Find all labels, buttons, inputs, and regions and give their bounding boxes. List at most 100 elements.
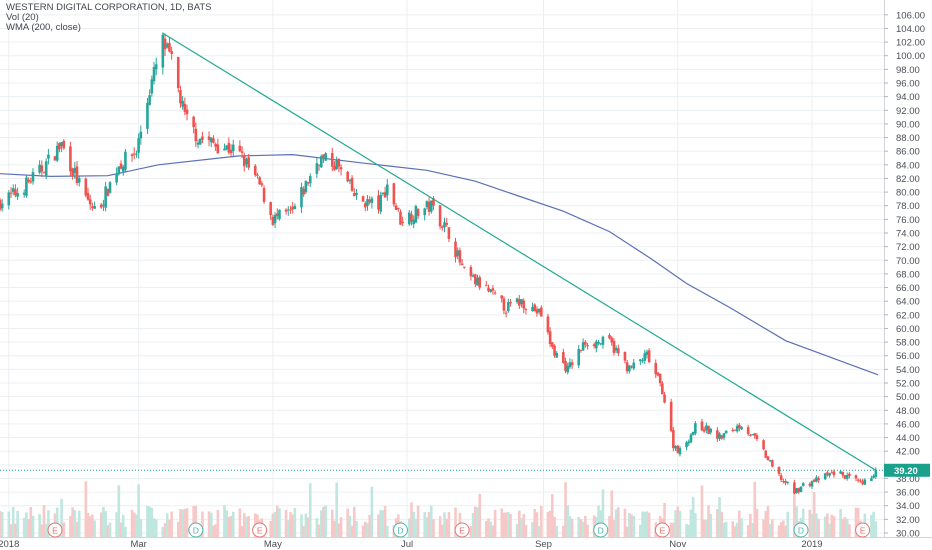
candle-body (429, 200, 433, 212)
volume-bar (212, 525, 215, 537)
volume-bar (25, 512, 28, 537)
volume-bar (42, 505, 46, 537)
dividend-event-marker[interactable] (392, 522, 408, 538)
earnings-event-marker[interactable] (654, 522, 670, 538)
candle-body (630, 366, 633, 368)
candle-body (399, 211, 402, 225)
volume-bar (60, 498, 63, 537)
volume-bar (610, 490, 614, 537)
volume-bar (445, 518, 449, 537)
earnings-event-marker[interactable] (47, 522, 63, 538)
candle-body (119, 163, 123, 169)
candle-body (848, 473, 851, 476)
volume-bar (412, 512, 415, 537)
candle-body (801, 483, 805, 486)
y-tick-label: 56.00 (896, 351, 920, 362)
dividend-event-marker[interactable] (593, 522, 609, 538)
candle-body (106, 188, 110, 196)
candle-body (71, 168, 74, 176)
volume-bar (768, 523, 772, 537)
volume-bar (62, 522, 66, 537)
volume-bar (753, 481, 757, 537)
candle-body (412, 219, 415, 225)
y-tick-label: 76.00 (896, 215, 920, 226)
candle-body (746, 427, 750, 435)
candle-body (700, 421, 704, 431)
dividend-event-marker[interactable] (793, 522, 809, 538)
candle-body (731, 430, 735, 432)
candle-body (231, 144, 235, 151)
candle-body (168, 42, 171, 52)
volume-bar (102, 506, 105, 537)
candle-body (432, 198, 435, 206)
volume-bar (361, 525, 365, 537)
volume-bar (339, 517, 343, 537)
candle-body (786, 481, 790, 483)
volume-bar (99, 512, 103, 537)
y-tick-label: 50.00 (896, 392, 920, 403)
candle-body (0, 203, 4, 209)
candle-body (823, 473, 827, 480)
candle-body (58, 143, 61, 150)
candle-body (493, 292, 497, 294)
volume-bar (872, 511, 875, 537)
y-tick-label: 38.00 (896, 474, 920, 485)
y-tick-label: 62.00 (896, 310, 920, 321)
volume-bar (317, 524, 321, 537)
volume-bar (181, 509, 184, 537)
volume-bar (566, 505, 570, 537)
volume-bar (438, 516, 442, 537)
y-tick-label: 86.00 (896, 147, 920, 158)
candle-body (658, 373, 662, 384)
volume-bar (663, 502, 666, 537)
x-tick-label: 2018 (0, 539, 19, 550)
volume-bar (502, 512, 506, 537)
candle-body (62, 140, 66, 149)
dividend-event-marker[interactable] (188, 522, 204, 538)
candle-body (269, 202, 272, 216)
candle-body (11, 188, 15, 192)
volume-bar (69, 516, 72, 537)
volume-bar (597, 505, 600, 537)
volume-bar (407, 518, 411, 537)
candle-body (40, 165, 44, 172)
candle-body (22, 192, 26, 195)
volume-bar (870, 514, 873, 537)
earnings-event-marker[interactable] (855, 522, 871, 538)
candle-body (520, 299, 523, 304)
volume-bar (346, 508, 349, 537)
candle-body (509, 302, 512, 304)
volume-bar (707, 505, 710, 537)
dividend-event-label: D (397, 525, 403, 535)
candle-body (474, 274, 477, 285)
earnings-event-marker[interactable] (454, 522, 470, 538)
candle-body (286, 209, 290, 211)
candle-body (91, 206, 94, 208)
volume-bar (225, 510, 228, 537)
y-tick-label: 100.00 (896, 51, 925, 62)
earnings-event-label: E (860, 525, 866, 535)
candle-body (749, 434, 752, 436)
y-tick-label: 98.00 (896, 65, 920, 76)
volume-bar (201, 511, 204, 537)
candle-body (335, 160, 338, 169)
candle-body (55, 145, 59, 161)
candle-body (854, 475, 858, 479)
earnings-event-marker[interactable] (252, 522, 268, 538)
candle-body (489, 289, 493, 292)
y-tick-label: 64.00 (896, 297, 920, 308)
candle-body (768, 460, 772, 462)
volume-bar (152, 518, 156, 537)
volume-bar (674, 510, 677, 537)
candle-body (639, 359, 642, 362)
volume-bar (194, 505, 198, 537)
volume-bar (319, 510, 323, 537)
candle-body (60, 142, 63, 147)
candle-body (394, 205, 398, 210)
candle-body (874, 470, 878, 477)
volume-bar (29, 507, 33, 537)
volume-bar (718, 497, 721, 537)
candle-body (817, 478, 820, 481)
trendline[interactable] (162, 32, 877, 471)
